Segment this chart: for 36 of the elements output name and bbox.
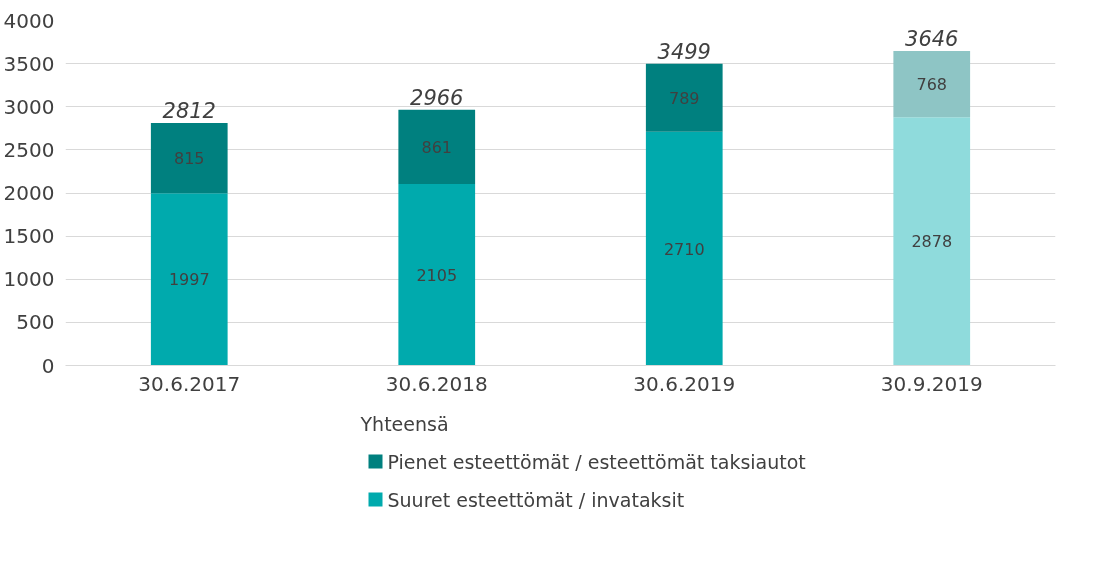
legend-label: Pienet esteettömät / esteettömät taksiautot bbox=[387, 450, 806, 473]
bar bbox=[150, 122, 228, 194]
x-tick-label: 30.6.2018 bbox=[385, 371, 488, 396]
data-label: 2710 bbox=[663, 239, 705, 259]
y-tick-label: 2500 bbox=[3, 137, 55, 162]
y-tick-label: 3500 bbox=[3, 51, 55, 76]
legend-label: Suuret esteettömät / invataksit bbox=[387, 488, 685, 511]
data-label: 1997 bbox=[168, 270, 210, 290]
data-label: 2105 bbox=[416, 265, 458, 285]
bar bbox=[398, 109, 476, 184]
y-tick-label: 1500 bbox=[3, 224, 55, 249]
bar bbox=[893, 51, 971, 118]
data-label: 789 bbox=[668, 88, 700, 108]
bar bbox=[645, 131, 723, 366]
data-label: 768 bbox=[916, 75, 948, 95]
total-label: 3646 bbox=[905, 26, 959, 51]
data-label: 815 bbox=[173, 149, 205, 169]
y-tick-label: 0 bbox=[41, 353, 55, 378]
y-tick-label: 4000 bbox=[3, 8, 55, 33]
bar bbox=[398, 183, 476, 366]
data-label: 2878 bbox=[911, 232, 953, 252]
bar bbox=[893, 117, 971, 366]
bar bbox=[150, 193, 228, 366]
x-tick-label: 30.6.2017 bbox=[138, 371, 241, 396]
bar bbox=[645, 63, 723, 132]
x-tick-label: 30.6.2019 bbox=[633, 371, 736, 396]
y-tick-label: 2000 bbox=[3, 181, 55, 205]
y-tick-label: 3000 bbox=[3, 94, 55, 119]
total-label: 3499 bbox=[657, 39, 711, 64]
y-tick-label: 500 bbox=[16, 310, 55, 335]
y-tick-label: 1000 bbox=[3, 267, 55, 292]
data-label: 861 bbox=[421, 137, 453, 157]
total-label: 2812 bbox=[162, 98, 216, 123]
legend-title: Yhteensä bbox=[359, 412, 449, 435]
total-label: 2966 bbox=[410, 85, 464, 110]
x-tick-label: 30.9.2019 bbox=[880, 371, 983, 396]
